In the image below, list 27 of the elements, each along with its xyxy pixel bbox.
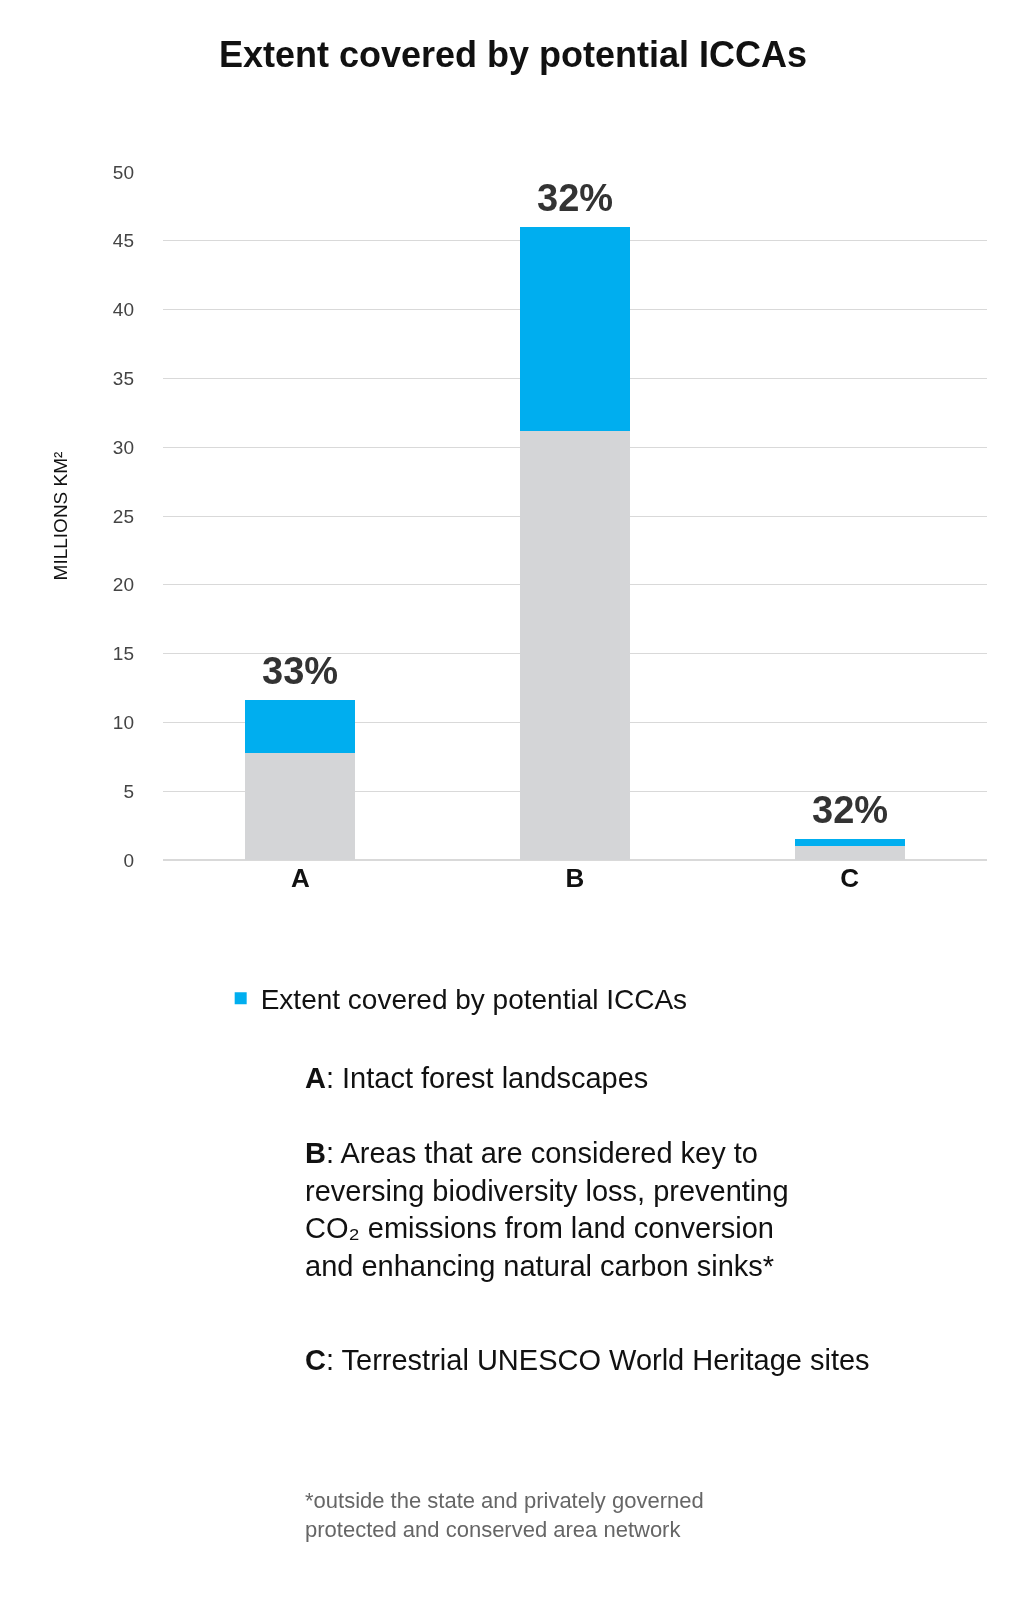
x-tick-label: A <box>290 863 310 893</box>
y-tick-label: 50 <box>112 161 134 183</box>
bar <box>245 700 356 753</box>
y-tick-label: 20 <box>112 574 134 596</box>
y-tick-label: 45 <box>112 230 134 252</box>
y-tick-label: 35 <box>112 368 134 390</box>
chart-title: Extent covered by potential ICCAs <box>218 34 808 76</box>
y-tick-label: 25 <box>112 505 134 527</box>
annotation: 33% <box>262 650 339 692</box>
text: B: Areas that are considered key to reversing biodiversity loss, preventing CO₂ emissions from land conversion and enhancing natural carbon sinks* <box>305 1137 789 1283</box>
y-tick-label: 40 <box>112 299 134 321</box>
bar <box>520 227 630 431</box>
x-tick-label: C <box>840 863 860 893</box>
annotation: 32% <box>537 177 614 219</box>
y-axis-title: MILLIONS KM² <box>49 451 71 581</box>
annotation: 32% <box>812 789 889 831</box>
text: A: Intact forest landscapes <box>305 1062 649 1094</box>
text: *outside the state and privately governed protected and conserved area network <box>305 1488 704 1542</box>
bar <box>794 839 905 847</box>
y-tick-label: 0 <box>123 849 134 871</box>
legend-label: Extent covered by potential ICCAs <box>260 984 688 1016</box>
y-tick-label: 30 <box>112 436 134 458</box>
x-tick-label: B <box>565 863 585 893</box>
y-tick-label: 15 <box>112 643 134 665</box>
text: C: Terrestrial UNESCO World Heritage sites <box>305 1344 870 1376</box>
y-tick-label: 10 <box>112 712 134 734</box>
y-tick-label: 5 <box>123 780 134 802</box>
